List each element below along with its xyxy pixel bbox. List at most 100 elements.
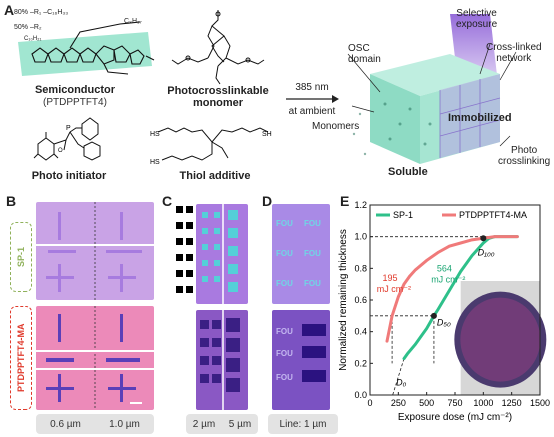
d-text-pattern: FOU FOU FOU FOU FOU FOU FOU FOU FOU [276,219,326,382]
panel-c-label: C [162,193,173,209]
ambient-label: at ambient [288,106,336,117]
r2-label: 50% –R₂ [14,24,42,31]
svg-text:FOU: FOU [304,279,321,288]
data-point [459,270,462,273]
x-tick-label: 250 [391,398,406,408]
thiol-structure: HS SH HS [150,118,280,168]
data-point [516,235,519,238]
micrograph-d-sp1 [272,204,330,304]
semiconductor-subtitle: (PTDPPTFT4) [43,97,107,108]
svg-text:FOU: FOU [276,373,293,382]
c-size-left: 2 µm [192,418,216,430]
annotation-564-unit: mJ cm⁻² [431,275,465,285]
data-point [402,357,406,360]
data-point [470,238,474,242]
data-point [425,259,428,262]
c-size-right: 5 µm [228,418,252,430]
x-tick-label: 1500 [530,398,550,408]
d0-extrapolation [392,358,405,396]
y-axis-label: Normalized remaining thickness [338,229,349,371]
monomer-title: Photocrosslinkable [167,85,269,97]
crosslinked-network-label: Cross-linked network [486,42,542,64]
initiator-structure: P O [30,114,110,168]
data-point [397,295,400,299]
selective-exposure-label: Selective exposure [456,8,498,30]
x-tick-label: 500 [419,398,434,408]
d100-marker [480,235,487,242]
data-point [459,241,462,245]
wafer-surface [460,297,541,382]
data-point [493,235,496,238]
data-point [448,289,451,292]
y-tick-label: 0.2 [354,358,367,368]
svg-text:FOU: FOU [304,219,321,228]
data-point [448,244,451,248]
svg-text:HS: HS [150,131,160,138]
d50-label: D₅₀ [437,317,451,327]
panel-c-footer: 2 µm 5 µm [186,414,258,434]
monomer-title-2: monomer [192,97,244,109]
ptdpp-badge: PTDPPTFT4-MA [10,306,32,410]
svg-text:FOU: FOU [276,327,293,336]
b-linewidth-left: 0.6 µm [50,418,81,430]
monomer-structure [168,6,268,86]
annotation-195: 195 [382,273,397,283]
annotation-564: 564 [437,264,452,274]
c8-label: C₈H₁₇ [124,18,142,25]
y-tick-label: 1.0 [354,232,367,242]
d50-marker [430,312,437,319]
x-tick-label: 1000 [473,398,493,408]
data-point [470,254,474,257]
d100-label: D₁₀₀ [478,248,495,258]
d-line-width: Line: 1 µm [279,418,327,430]
svg-text:FOU: FOU [276,279,293,288]
b-linewidth-right: 1.0 µm [109,418,140,430]
thiol-title: Thiol additive [179,170,251,182]
c10-label: C₁₀H₂₁ [24,36,42,42]
y-tick-label: 0.8 [354,263,367,273]
panel-a-label: A [4,2,15,18]
panel-b-footer: 0.6 µm 1.0 µm [36,414,154,434]
data-point [425,327,428,330]
ptdpp-pattern [36,306,154,410]
wavelength-label: 385 nm [295,82,329,93]
panel-d-footer: Line: 1 µm [268,414,338,434]
data-point [482,241,485,245]
svg-text:HS: HS [150,159,160,166]
svg-text:FOU: FOU [276,219,293,228]
ptdpp-badge-text: PTDPPTFT4-MA [16,323,26,393]
svg-text:O: O [58,148,63,154]
checker-mask [176,206,193,293]
c-dot-pattern [200,204,240,410]
svg-text:FOU: FOU [276,349,293,358]
micrograph-c-sp1 [196,204,248,304]
data-point [385,339,389,343]
data-point [436,308,440,311]
svg-text:SH: SH [262,131,272,138]
x-tick-label: 750 [447,398,462,408]
photo-crosslinking-label: Photo crosslinking [498,145,551,167]
panel-e-label: E [340,193,350,209]
immobilized-label: Immobilized [448,112,512,124]
svg-text:P: P [66,125,71,132]
x-tick-label: 0 [367,398,372,408]
y-tick-label: 1.2 [354,200,367,210]
data-point [390,314,394,318]
r1-label: 80% –R₁ –C₁₆H₃₃ [14,9,69,16]
data-point [402,282,406,286]
panel-d-label: D [262,193,273,209]
thickness-chart: 0 250 500 750 1000 1250 1500 0.0 0.2 0.4 0.6 0.8 1.0… [338,200,550,423]
sp1-pattern [36,202,154,300]
data-point [414,343,417,346]
reaction-arrow [286,95,339,103]
data-point [504,235,508,238]
panel-b-label: B [6,193,17,209]
annotation-195-unit: mJ cm⁻² [377,284,411,294]
svg-text:FOU: FOU [276,249,293,258]
d0-label: D₀ [396,378,406,388]
data-point [406,352,409,356]
sp1-badge-text: SP-1 [16,247,26,268]
y-tick-label: 0.0 [354,390,367,400]
legend-label: PTDPPTFT4-MA [459,210,527,220]
sp1-badge: SP-1 [10,222,32,292]
